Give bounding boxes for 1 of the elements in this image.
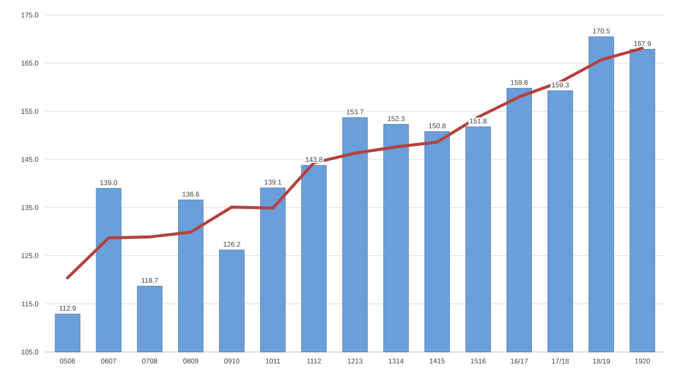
line-series	[66, 46, 644, 280]
